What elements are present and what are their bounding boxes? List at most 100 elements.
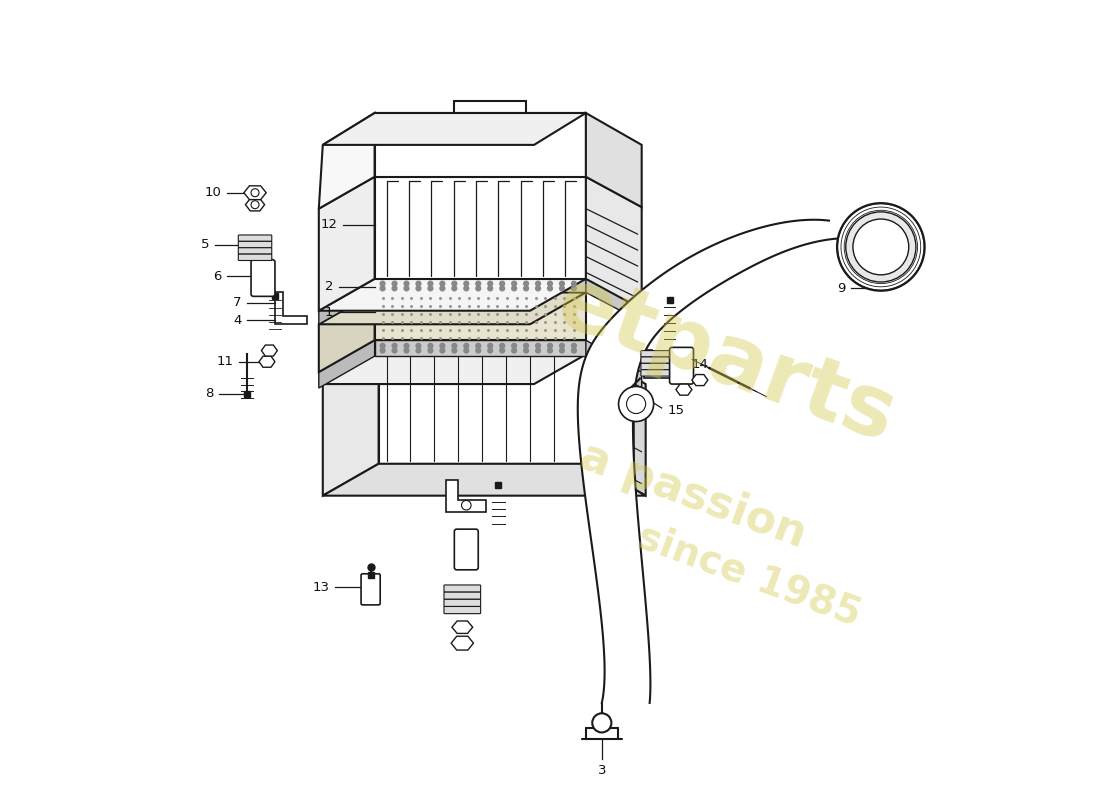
Circle shape	[560, 348, 564, 353]
Circle shape	[487, 282, 493, 286]
FancyBboxPatch shape	[239, 242, 272, 248]
Circle shape	[452, 286, 456, 290]
Polygon shape	[322, 464, 646, 496]
Text: 4: 4	[233, 314, 242, 326]
Circle shape	[428, 348, 432, 353]
Circle shape	[548, 286, 552, 290]
Circle shape	[452, 343, 456, 348]
Circle shape	[524, 343, 528, 348]
Circle shape	[627, 394, 646, 414]
Circle shape	[428, 343, 432, 348]
Circle shape	[512, 343, 517, 348]
Polygon shape	[378, 352, 590, 464]
Circle shape	[846, 212, 916, 282]
Text: 9: 9	[837, 282, 846, 295]
Text: since 1985: since 1985	[632, 518, 866, 634]
Polygon shape	[319, 292, 375, 372]
Circle shape	[476, 286, 481, 290]
Circle shape	[536, 343, 540, 348]
Circle shape	[462, 501, 471, 510]
FancyBboxPatch shape	[641, 350, 674, 357]
Polygon shape	[451, 636, 473, 650]
Circle shape	[512, 286, 517, 290]
Circle shape	[572, 286, 576, 290]
Circle shape	[251, 201, 258, 209]
Text: 8: 8	[206, 387, 213, 400]
Circle shape	[440, 343, 444, 348]
Polygon shape	[319, 340, 375, 388]
Circle shape	[404, 286, 409, 290]
Text: 1: 1	[324, 306, 333, 319]
Circle shape	[852, 219, 909, 275]
Circle shape	[381, 282, 385, 286]
Circle shape	[536, 282, 540, 286]
Polygon shape	[453, 177, 464, 181]
Circle shape	[392, 348, 397, 353]
Circle shape	[251, 189, 258, 197]
Circle shape	[572, 343, 576, 348]
FancyBboxPatch shape	[251, 260, 275, 296]
Polygon shape	[322, 352, 378, 496]
Circle shape	[416, 282, 421, 286]
Polygon shape	[586, 113, 641, 207]
Polygon shape	[520, 177, 531, 181]
Text: 13: 13	[312, 581, 329, 594]
Polygon shape	[590, 352, 646, 496]
Polygon shape	[586, 340, 641, 388]
Circle shape	[440, 282, 444, 286]
Circle shape	[392, 286, 397, 290]
FancyBboxPatch shape	[239, 248, 272, 254]
Polygon shape	[447, 480, 486, 512]
Text: 2: 2	[324, 280, 333, 294]
Circle shape	[512, 348, 517, 353]
Text: 10: 10	[205, 186, 221, 199]
Text: 6: 6	[213, 270, 221, 283]
Polygon shape	[586, 279, 641, 322]
Text: etparts: etparts	[544, 261, 906, 460]
Circle shape	[464, 348, 469, 353]
Polygon shape	[542, 177, 554, 181]
Circle shape	[476, 343, 481, 348]
Circle shape	[837, 203, 925, 290]
Circle shape	[416, 343, 421, 348]
FancyBboxPatch shape	[361, 574, 381, 605]
Polygon shape	[431, 177, 442, 181]
Circle shape	[592, 714, 612, 733]
Polygon shape	[602, 392, 634, 492]
Circle shape	[440, 286, 444, 290]
Circle shape	[536, 348, 540, 353]
Circle shape	[404, 348, 409, 353]
Polygon shape	[245, 198, 265, 211]
Circle shape	[392, 282, 397, 286]
Circle shape	[487, 343, 493, 348]
Circle shape	[548, 348, 552, 353]
Circle shape	[499, 343, 505, 348]
FancyBboxPatch shape	[239, 235, 272, 242]
Circle shape	[487, 286, 493, 290]
Circle shape	[572, 282, 576, 286]
Polygon shape	[375, 177, 586, 279]
Polygon shape	[409, 177, 420, 181]
Text: 12: 12	[320, 218, 337, 231]
Polygon shape	[319, 292, 586, 324]
Polygon shape	[319, 113, 375, 209]
FancyBboxPatch shape	[444, 606, 481, 614]
Circle shape	[499, 286, 505, 290]
Circle shape	[536, 286, 540, 290]
Polygon shape	[565, 177, 576, 181]
Polygon shape	[452, 621, 473, 634]
Text: 15: 15	[668, 404, 684, 417]
Polygon shape	[244, 186, 266, 200]
Circle shape	[404, 343, 409, 348]
Text: 5: 5	[201, 238, 210, 251]
Polygon shape	[676, 384, 692, 395]
Circle shape	[560, 286, 564, 290]
Circle shape	[381, 286, 385, 290]
FancyBboxPatch shape	[444, 592, 481, 599]
FancyBboxPatch shape	[444, 599, 481, 606]
Polygon shape	[578, 220, 877, 703]
Polygon shape	[375, 340, 586, 356]
Polygon shape	[375, 113, 586, 177]
Circle shape	[499, 282, 505, 286]
Circle shape	[440, 348, 444, 353]
